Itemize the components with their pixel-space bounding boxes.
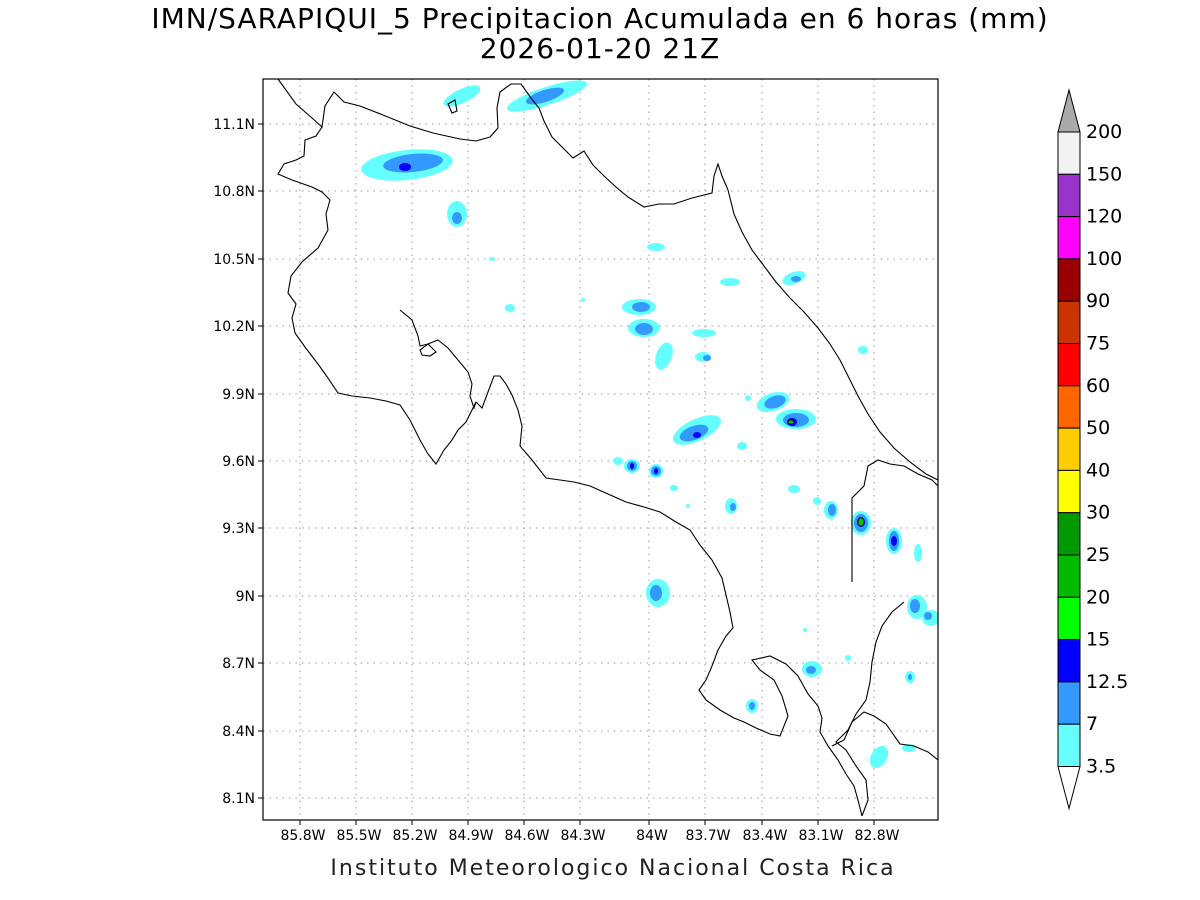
rain-area-7mm [383,87,932,710]
legend-label: 40 [1086,459,1110,481]
lon-label: 84.9W [448,828,493,844]
panama-pacific-border [831,711,938,761]
longitude-tick-labels: 85.8W 85.5W 85.2W 84.9W 84.6W 84.3W 84W 83.7W 83… [280,820,900,844]
lat-label: 8.4N [222,724,255,740]
color-legend: 200 150 120 100 90 75 60 50 40 30 25 20 15 12.5 7 3.5 [1057,88,1128,811]
legend-swatch [1057,681,1081,725]
legend-label: 150 [1086,163,1122,185]
legend-swatch [1057,596,1081,641]
legend-swatch [1057,131,1081,175]
legend-swatch [1057,300,1081,345]
legend-label: 120 [1086,206,1122,228]
legend-label: 50 [1086,417,1110,439]
lat-label: 9N [236,589,255,605]
legend-label: 20 [1086,586,1110,608]
lon-label: 84W [636,828,668,844]
osa-peninsula-east [835,601,905,817]
legend-swatch [1057,512,1081,556]
lat-label: 11.1N [213,117,255,133]
coastlines-and-borders [277,79,938,817]
legend-label: 25 [1086,544,1110,566]
legend-swatch [1057,723,1081,768]
legend-under-arrow [1057,766,1081,811]
nicaragua-lake-shore [277,79,729,208]
caribbean-coast [727,189,938,481]
legend-label: 90 [1086,290,1110,312]
legend-swatch [1057,469,1081,514]
lon-label: 84.6W [504,828,549,844]
latitude-tick-labels: 11.1N 10.8N 10.5N 10.2N 9.9N 9.6N 9.3N 9N 8.7N 8.… [213,117,263,807]
legend-label: 75 [1086,333,1110,355]
lon-label: 83.7W [685,828,730,844]
map-frame [262,78,939,821]
lon-label: 85.8W [280,828,325,844]
legend-label: 7 [1086,713,1098,735]
legend-label: 12.5 [1086,671,1128,693]
rain-area-12-5mm [399,163,897,546]
map-title: IMN/SARAPIQUI_5 Precipitacion Acumulada … [151,2,1049,35]
lat-label: 9.6N [222,454,255,470]
precipitation-field [361,80,938,769]
pacific-central-coast [475,375,863,817]
legend-label: 200 [1086,121,1122,143]
legend-swatch [1057,427,1081,471]
rain-area-3-5mm [361,80,938,769]
lon-label: 85.2W [392,828,437,844]
legend-label: 30 [1086,502,1110,524]
lon-label: 84.3W [560,828,605,844]
lat-label: 10.2N [213,319,255,335]
legend-swatch [1057,173,1081,218]
legend-label: 15 [1086,629,1110,651]
nicoya-gulf [399,309,477,410]
graticule-grid [263,79,938,820]
legend-swatch [1057,385,1081,429]
lat-label: 9.3N [222,521,255,537]
map-subtitle: 2026-01-20 21Z [479,32,721,65]
nicoya-gulf-island [419,343,437,357]
lake-island [447,99,458,114]
legend-label: 100 [1086,248,1122,270]
pacific-northwest-coast [277,126,477,465]
legend-over-arrow [1057,88,1081,133]
lon-label: 85.5W [336,828,381,844]
lat-label: 8.7N [222,656,255,672]
lon-label: 82.8W [854,828,899,844]
legend-swatch [1057,258,1081,302]
panama-border [851,459,938,582]
lat-label: 8.1N [222,791,255,807]
lon-label: 83.4W [742,828,787,844]
legend-swatch [1057,216,1081,260]
rain-area-20mm [787,419,865,527]
legend-swatch [1057,554,1081,598]
footer-credit: Instituto Meteorologico Nacional Costa R… [330,856,896,881]
lat-label: 9.9N [222,387,255,403]
legend-label: 3.5 [1086,756,1116,778]
legend-swatch [1057,343,1081,387]
lat-label: 10.8N [213,184,255,200]
lat-label: 10.5N [213,252,255,268]
legend-swatch [1057,639,1081,683]
legend-label: 60 [1086,375,1110,397]
lon-label: 83.1W [798,828,843,844]
